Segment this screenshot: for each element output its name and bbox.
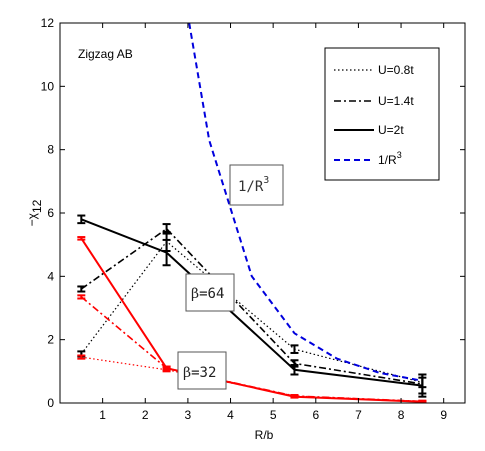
- svg-text:β=32: β=32: [183, 365, 216, 381]
- y-tick-label: 6: [47, 206, 54, 220]
- error-bar-beta32-u-0-8t: [77, 354, 86, 360]
- legend-label-invr3-sup: 3: [397, 150, 402, 160]
- svg-text:1/R3: 1/R3: [378, 150, 402, 167]
- svg-text:β=64: β=64: [191, 286, 224, 302]
- x-tick-label: 8: [398, 408, 405, 422]
- y-tick-label: 2: [47, 333, 54, 347]
- y-axis-label-sub: 12: [30, 199, 44, 213]
- error-bar-beta64-u-1-4t: [162, 223, 171, 235]
- y-tick-label: 8: [47, 143, 54, 157]
- x-tick-label: 9: [440, 408, 447, 422]
- legend-label-u08: U=0.8t: [378, 63, 414, 77]
- legend: U=0.8t U=1.4t U=2t 1/R3: [324, 47, 440, 181]
- error-bar-beta32-u-2t: [418, 400, 427, 403]
- legend-label-u14: U=1.4t: [378, 94, 414, 108]
- x-tick-label: 5: [270, 408, 277, 422]
- y-axis-label-main: −χ: [25, 212, 39, 226]
- annotation-beta32-value: =32: [191, 365, 216, 381]
- y-tick-label: 0: [47, 396, 54, 410]
- series-line-reference-1-r-3: [188, 23, 423, 382]
- error-bar-beta32-u-2t: [162, 365, 171, 371]
- annotation-beta64: β=64: [185, 273, 235, 312]
- error-bar-beta32-u-1-4t: [77, 294, 86, 300]
- annotation-invr3-main: 1/R: [238, 179, 264, 195]
- annotation-beta32-symbol: β: [183, 365, 191, 381]
- x-tick-label: 2: [142, 408, 149, 422]
- y-axis-label: −χ12: [25, 199, 44, 226]
- annotation-beta32: β=32: [177, 351, 227, 390]
- svg-text:1/R3: 1/R3: [238, 175, 269, 195]
- svg-text:−χ12: −χ12: [25, 199, 44, 226]
- legend-label-invr3-main: 1/R: [378, 153, 397, 167]
- y-tick-label: 4: [47, 269, 54, 283]
- panel-label: Zigzag AB: [78, 47, 133, 61]
- errorbar-layer: [77, 214, 427, 403]
- y-tick-label: 12: [41, 16, 55, 30]
- annotation-invr3-sup: 3: [263, 175, 269, 186]
- x-tick-label: 3: [185, 408, 192, 422]
- annotation-beta64-value: =64: [199, 286, 224, 302]
- error-bar-beta64-u-2t: [162, 238, 171, 267]
- error-bar-beta32-u-2t: [77, 236, 86, 241]
- error-bar-beta32-u-2t: [290, 394, 299, 399]
- error-bar-beta64-u-2t: [77, 214, 86, 225]
- annotation-invr3: 1/R3: [229, 164, 284, 206]
- x-axis-label: R/b: [255, 428, 274, 442]
- error-bar-beta64-u-2t: [290, 364, 299, 376]
- x-tick-label: 1: [99, 408, 106, 422]
- x-tick-label: 7: [355, 408, 362, 422]
- legend-label-u2: U=2t: [378, 123, 404, 137]
- annotation-beta64-symbol: β: [191, 286, 199, 302]
- y-tick-label: 10: [41, 79, 55, 93]
- error-bar-beta64-u-0-8t: [290, 344, 299, 354]
- x-tick-label: 4: [227, 408, 234, 422]
- x-tick-label: 6: [312, 408, 319, 422]
- error-bar-beta64-u-1-4t: [77, 285, 86, 293]
- error-bar-beta64-u-2t: [418, 373, 427, 398]
